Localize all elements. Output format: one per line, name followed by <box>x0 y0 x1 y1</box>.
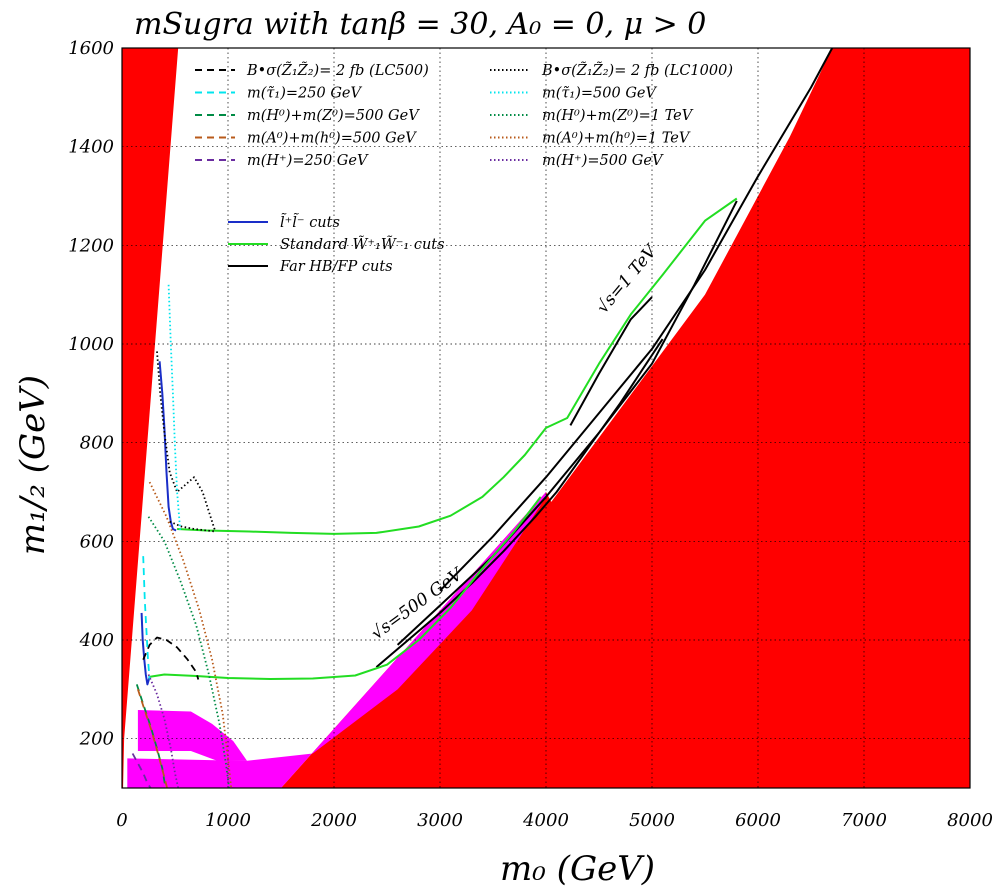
x-tick-label: 1000 <box>205 810 251 831</box>
y-tick-label: 1000 <box>68 334 114 355</box>
legend-label: m(A⁰)+m(h⁰)=1 TeV <box>542 131 691 147</box>
legend-item-7: m(H⁰)+m(Z⁰)=1 TeV <box>490 108 694 124</box>
series-line-6 <box>158 361 177 532</box>
legend-label: Standard W̃⁺₁W̃⁻₁ cuts <box>280 235 445 253</box>
series-line-11 <box>142 556 151 680</box>
series-line-18 <box>147 674 180 789</box>
legend-label: m(H⁰)+m(Z⁰)=500 GeV <box>247 108 420 124</box>
series-line-9 <box>156 351 217 532</box>
legend-label: m(A⁰)+m(h⁰)=500 GeV <box>247 131 417 147</box>
y-tick-label: 1200 <box>68 235 114 256</box>
series-line-12 <box>167 284 182 532</box>
legend-item-1: m(τ̃₁)=250 GeV <box>195 86 362 102</box>
series-line-1 <box>439 47 834 592</box>
legend-item-8: m(A⁰)+m(h⁰)=1 TeV <box>490 131 691 147</box>
legend-label: m(H⁰)+m(Z⁰)=1 TeV <box>542 108 694 124</box>
series-line-5 <box>148 496 542 680</box>
legend-solid-item-2: Far HB/FP cuts <box>228 259 393 275</box>
series-line-4 <box>177 197 738 535</box>
region-excluded-theory-low-m0 <box>122 48 179 788</box>
grid <box>122 48 970 788</box>
series-lines <box>131 47 834 789</box>
legend-item-9: m(H⁺)=500 GeV <box>490 153 664 169</box>
x-tick-label: 0 <box>116 810 127 831</box>
y-axis-label: m₁/₂ (GeV) <box>13 375 53 555</box>
x-tick-label: 5000 <box>629 810 675 831</box>
legend-item-2: m(H⁰)+m(Z⁰)=500 GeV <box>195 108 420 124</box>
legend-label: m(τ̃₁)=250 GeV <box>247 86 362 102</box>
legend-item-3: m(A⁰)+m(h⁰)=500 GeV <box>195 131 417 147</box>
region-lep-chargino-bump <box>137 710 248 761</box>
y-tick-label: 1600 <box>68 38 114 59</box>
x-tick-label: 4000 <box>522 810 569 831</box>
x-tick-label: 8000 <box>947 810 993 831</box>
legend-item-5: B•σ(Z̃₁Z̃₂)= 2 fb (LC1000) <box>490 61 733 79</box>
series-line-7 <box>140 612 151 686</box>
legend-label: l̃⁺l̃⁻ cuts <box>280 213 340 231</box>
legend-label: B•σ(Z̃₁Z̃₂)= 2 fb (LC1000) <box>541 61 733 79</box>
legend-label: B•σ(Z̃₁Z̃₂)= 2 fb (LC500) <box>246 61 429 79</box>
series-line-0 <box>375 338 664 668</box>
legend-solid-item-1: Standard W̃⁺₁W̃⁻₁ cuts <box>228 235 445 253</box>
series-line-3 <box>569 296 653 426</box>
legend-label: m(H⁺)=500 GeV <box>542 153 664 169</box>
y-tick-label: 800 <box>80 433 114 454</box>
y-tick-label: 1400 <box>68 137 114 158</box>
y-tick-label: 400 <box>79 630 114 651</box>
series-line-17 <box>148 481 233 789</box>
tick-labels: 0 1000 2000 3000 4000 5000 6000 7000 8000 200 400 6… <box>68 38 993 831</box>
legend-label: Far HB/FP cuts <box>279 259 393 275</box>
legend-solid-item-0: l̃⁺l̃⁻ cuts <box>228 213 340 231</box>
x-tick-label: 3000 <box>417 810 463 831</box>
series-line-2 <box>396 200 738 646</box>
series-line-10 <box>169 520 216 533</box>
x-tick-label: 2000 <box>310 810 357 831</box>
x-tick-label: 6000 <box>735 810 781 831</box>
x-axis-label: m₀ (GeV) <box>500 849 655 889</box>
chart-title: mSugra with tanβ = 30, A₀ = 0, μ > 0 <box>134 7 706 42</box>
series-line-14 <box>137 689 168 789</box>
series-line-16 <box>147 516 230 789</box>
region-lep2-excluded <box>127 492 547 788</box>
series-line-8 <box>142 636 200 680</box>
y-tick-label: 200 <box>79 729 114 750</box>
legend-item-0: B•σ(Z̃₁Z̃₂)= 2 fb (LC500) <box>195 61 429 79</box>
legend-item-6: m(τ̃₁)=500 GeV <box>490 86 657 102</box>
legend: B•σ(Z̃₁Z̃₂)= 2 fb (LC500) m(τ̃₁)=250 GeV m… <box>195 61 733 275</box>
plot-frame <box>121 47 971 789</box>
legend-label: m(H⁺)=250 GeV <box>247 153 369 169</box>
y-tick-label: 600 <box>80 531 114 552</box>
legend-item-4: m(H⁺)=250 GeV <box>195 153 369 169</box>
legend-label: m(τ̃₁)=500 GeV <box>542 86 657 102</box>
excluded-regions <box>122 48 970 788</box>
x-tick-label: 7000 <box>841 810 887 831</box>
